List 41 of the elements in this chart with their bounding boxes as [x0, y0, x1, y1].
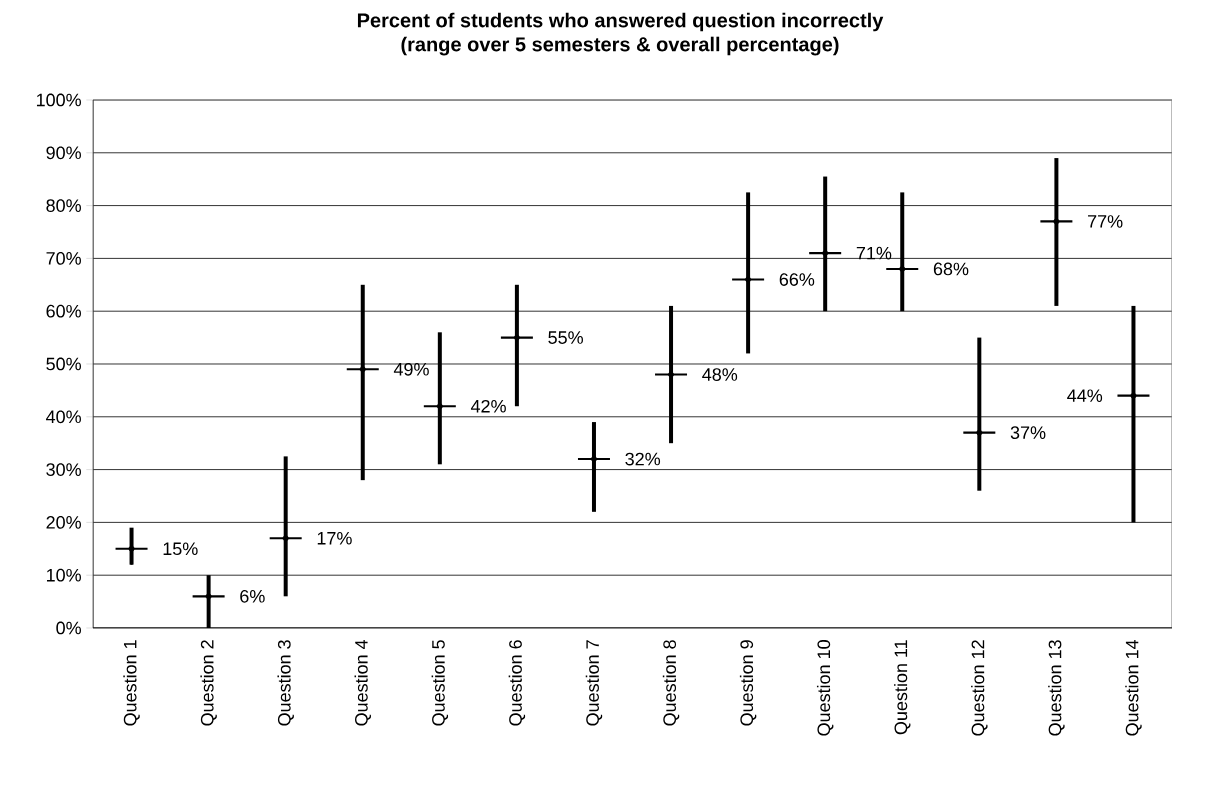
x-tick-label: Question 9: [739, 640, 757, 726]
data-label: 48%: [702, 368, 738, 381]
x-tick-label: Question 1: [123, 640, 140, 726]
x-tick-label: Question 14: [1125, 639, 1142, 736]
chart-title: Percent of students who answered question incorrectly: [357, 12, 884, 32]
data-label: 49%: [393, 362, 429, 376]
x-tick-label: Question 11: [894, 640, 911, 735]
y-tick-label: 40%: [46, 410, 81, 424]
data-label: 42%: [470, 399, 506, 413]
data-label: 37%: [1010, 426, 1046, 439]
chart-subtitle: (range over 5 semesters & overall percentage): [401, 36, 839, 56]
data-label: 55%: [548, 331, 583, 344]
x-tick-label: Question 4: [354, 639, 371, 726]
y-tick-label: 0%: [56, 621, 81, 635]
y-tick-label: 20%: [46, 516, 81, 529]
y-tick-label: 50%: [46, 357, 81, 371]
y-tick-label: 90%: [46, 146, 81, 160]
data-label: 66%: [779, 273, 815, 286]
x-tick-label: Question 12: [971, 640, 988, 736]
y-tick-label: 10%: [46, 568, 81, 582]
y-tick-label: 80%: [46, 199, 81, 212]
y-tick-label: 70%: [46, 252, 81, 265]
x-tick-label: Question 8: [662, 640, 680, 726]
x-tick-label: Question 13: [1048, 640, 1065, 736]
x-tick-label: Question 2: [200, 640, 217, 726]
data-label: 77%: [1088, 215, 1123, 228]
data-label: 32%: [625, 452, 661, 466]
y-tick-label: 100%: [36, 93, 81, 107]
data-label: 44%: [1067, 389, 1103, 402]
data-label: 15%: [163, 542, 198, 556]
x-tick-label: Question 7: [585, 640, 603, 726]
y-tick-label: 60%: [46, 304, 81, 318]
x-tick-label: Question 10: [816, 640, 834, 736]
x-tick-label: Question 5: [431, 640, 449, 726]
x-tick-label: Question 6: [508, 640, 526, 726]
data-label: 71%: [856, 246, 892, 260]
x-tick-label: Question 3: [277, 640, 294, 726]
y-tick-label: 30%: [46, 463, 81, 476]
data-label: 17%: [317, 531, 352, 545]
data-label: 6%: [240, 589, 265, 603]
data-label: 68%: [933, 262, 969, 276]
